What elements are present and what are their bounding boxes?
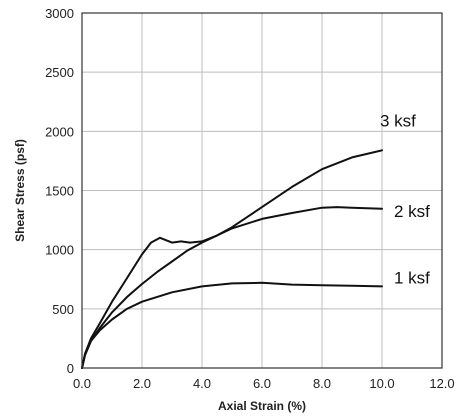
curves bbox=[81, 149, 383, 369]
y-tick-label: 2000 bbox=[45, 124, 74, 139]
grid bbox=[82, 13, 442, 368]
plot-frame bbox=[81, 12, 443, 369]
y-tick-label: 0 bbox=[67, 361, 74, 376]
x-tick-label: 0.0 bbox=[73, 376, 91, 391]
x-tick-label: 10.0 bbox=[369, 376, 394, 391]
x-axis-title: Axial Strain (%) bbox=[218, 399, 306, 413]
x-tick-label: 2.0 bbox=[133, 376, 151, 391]
y-tick-label: 2500 bbox=[45, 65, 74, 80]
x-tick-label: 12.0 bbox=[429, 376, 454, 391]
series-labels: 3 ksf 2 ksf 1 ksf bbox=[380, 111, 430, 287]
y-tick-label: 1000 bbox=[45, 243, 74, 258]
series-label: 3 ksf bbox=[380, 111, 416, 130]
series-line-1-ksf bbox=[81, 281, 383, 369]
y-tick-label: 500 bbox=[52, 302, 74, 317]
series-line-3-ksf bbox=[81, 149, 383, 369]
x-tick-label: 4.0 bbox=[193, 376, 211, 391]
series-line-2-ksf bbox=[81, 206, 383, 369]
x-tick-label: 8.0 bbox=[313, 376, 331, 391]
y-tick-label: 3000 bbox=[45, 6, 74, 21]
series-label: 1 ksf bbox=[394, 268, 430, 287]
x-tick-labels: 0.0 2.0 4.0 6.0 8.0 10.0 12.0 bbox=[73, 376, 455, 391]
y-tick-labels: 0 500 1000 1500 2000 2500 3000 bbox=[45, 6, 74, 376]
y-axis-title: Shear Stress (psf) bbox=[13, 139, 27, 242]
y-tick-label: 1500 bbox=[45, 184, 74, 199]
series-label: 2 ksf bbox=[394, 202, 430, 221]
x-tick-label: 6.0 bbox=[253, 376, 271, 391]
